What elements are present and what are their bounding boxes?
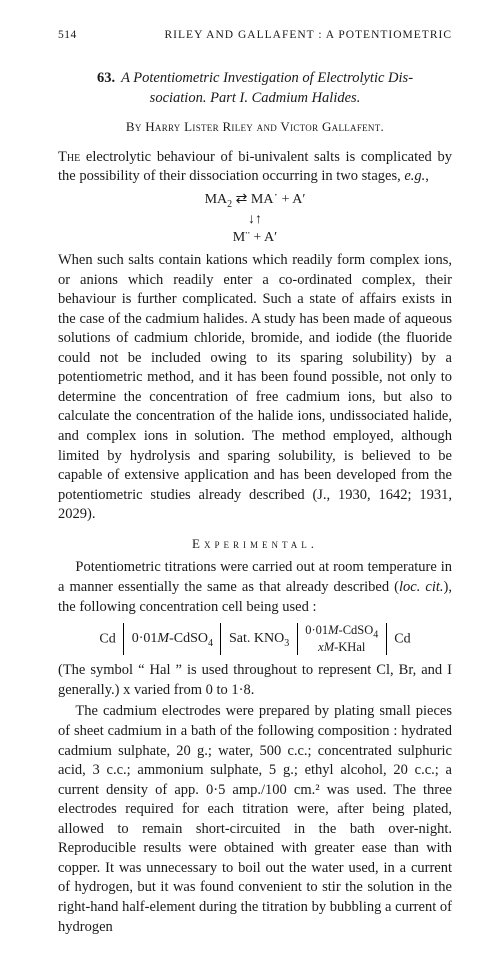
cell-right-electrode: Cd [394,631,410,646]
eq-line-2: ↓↑ [248,212,262,227]
page-number: 514 [58,28,77,44]
intro-lead: The [58,149,80,165]
equation-block: MA2 ⇄ MA˙ + A′ ↓↑ M¨ + A′ [58,191,452,247]
cell-bar-icon [220,623,221,655]
cell-c-bot: xM-KHal [305,641,378,654]
cell-bar-icon [123,623,124,655]
title-line-1: A Potentiometric Investigation of Electr… [121,70,413,86]
cell-left-electrode: Cd [99,631,115,646]
byline: By Harry Lister Riley and Victor Gallafe… [58,118,452,136]
paragraph-5: The cadmium electrodes were prepared by … [58,702,452,937]
cell-c-top: 0·01M-CdSO4 [305,624,378,641]
concentration-cell: Cd 0·01M-CdSO4 Sat. KNO3 0·01M-CdSO4 xM-… [58,623,452,655]
intro-text: electrolytic behaviour of bi-univalent s… [58,149,452,185]
section-heading: Experimental. [58,535,452,553]
eq-line-1: MA2 ⇄ MA˙ + A′ [205,192,306,207]
cell-compartment-a: 0·01M-CdSO4 [132,631,213,646]
paragraph-3: Potentiometric titrations were carried o… [58,558,452,617]
page-header: 514 RILEY AND GALLAFENT : A POTENTIOMETR… [58,28,452,44]
page: 514 RILEY AND GALLAFENT : A POTENTIOMETR… [0,0,500,959]
paragraph-2: When such salts contain kations which re… [58,251,452,525]
article-title: 63. A Potentiometric Investigation of Ele… [66,68,444,109]
running-head: RILEY AND GALLAFENT : A POTENTIOMETRIC [165,28,452,44]
cell-compartment-b: Sat. KNO3 [229,631,289,646]
title-line-2: sociation. Part I. Cadmium Halides. [150,90,361,106]
cell-bar-icon [386,623,387,655]
eq-line-3: M¨ + A′ [233,230,277,245]
article-number: 63. [97,70,115,86]
cell-bar-icon [297,623,298,655]
p3-loc-cit: loc. cit. [399,579,444,595]
intro-eg: e.g. [404,168,425,184]
intro-paragraph: The electrolytic behaviour of bi-univale… [58,148,452,187]
paragraph-4: (The symbol “ Hal ” is used throughout t… [58,661,452,700]
p3-a: Potentiometric titrations were carried o… [58,559,452,595]
cell-compartment-c: 0·01M-CdSO4 xM-KHal [305,624,378,654]
